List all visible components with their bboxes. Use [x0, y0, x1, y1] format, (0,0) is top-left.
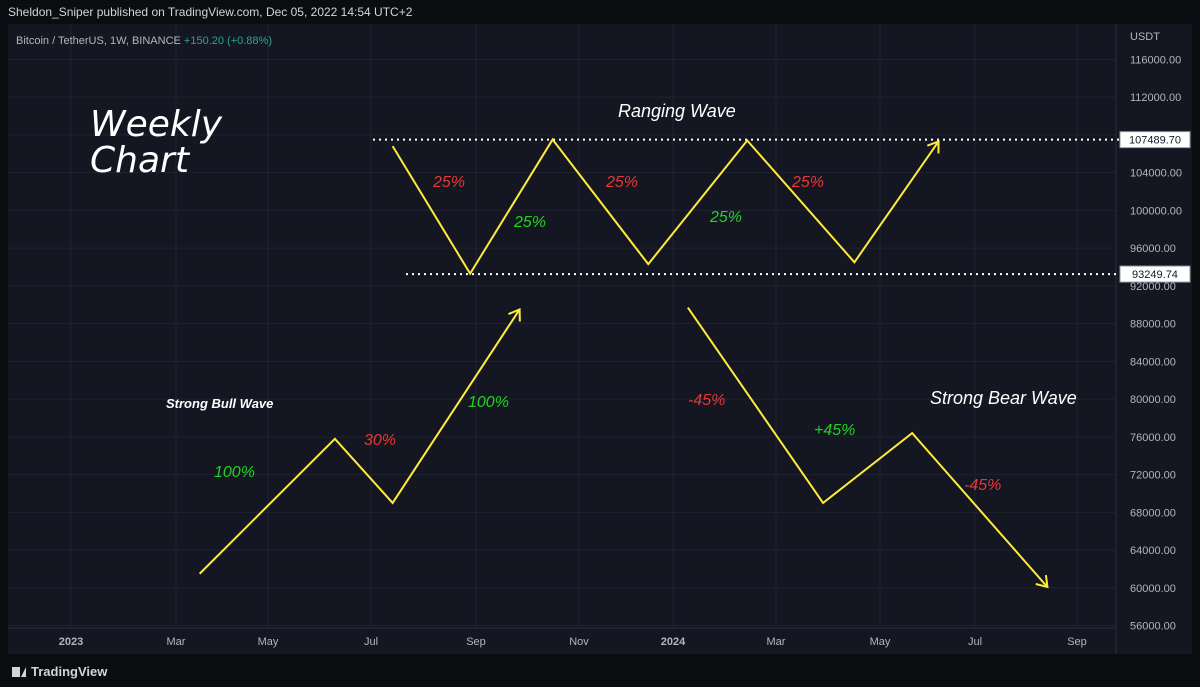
x-tick-label: Mar [167, 636, 186, 648]
price-tag-label: 107489.70 [1129, 135, 1181, 147]
price-tag-box [1119, 265, 1191, 283]
y-tick-label: 64000.00 [1130, 545, 1176, 557]
x-tick-label: Nov [569, 636, 589, 648]
price-tag-label: 93249.74 [1132, 269, 1178, 281]
percent-annotation: 25% [513, 214, 546, 231]
percent-annotation: 100% [468, 394, 509, 411]
y-tick-label: 84000.00 [1130, 356, 1176, 368]
wave-line-strong-bull-wave [198, 308, 521, 575]
y-tick-label: 72000.00 [1130, 470, 1176, 482]
publisher-bar: Sheldon_Sniper published on TradingView.… [0, 0, 1200, 24]
x-tick-label: 2023 [59, 636, 83, 648]
y-tick-label: 56000.00 [1130, 621, 1176, 633]
x-tick-label: May [870, 636, 891, 648]
x-tick-label: Jul [364, 636, 378, 648]
x-tick-label: Mar [767, 636, 786, 648]
wave-label: Strong Bear Wave [930, 388, 1077, 408]
x-tick-label: Sep [466, 636, 486, 648]
percent-annotation: 25% [791, 174, 824, 191]
chart-area[interactable] [8, 24, 1192, 654]
y-tick-label: 80000.00 [1130, 394, 1176, 406]
x-tick-label: May [258, 636, 279, 648]
wave-arrowhead [508, 307, 521, 322]
tradingview-logo-icon [12, 666, 26, 677]
wave-label: Strong Bull Wave [166, 396, 273, 411]
chart-title-line: Weekly [90, 104, 223, 145]
y-tick-label: 116000.00 [1130, 54, 1181, 66]
x-tick-label: Sep [1067, 636, 1087, 648]
y-tick-label: 76000.00 [1130, 432, 1176, 444]
percent-annotation: 25% [432, 174, 465, 191]
y-tick-label: 68000.00 [1130, 507, 1176, 519]
wave-line-strong-bear-wave [687, 307, 1049, 588]
y-tick-label: 88000.00 [1130, 319, 1176, 331]
y-tick-label: 60000.00 [1130, 583, 1176, 595]
percent-annotation: 25% [709, 209, 742, 226]
y-tick-label: 100000.00 [1130, 205, 1182, 217]
x-tick-label: 2024 [661, 636, 686, 648]
wave-label: Ranging Wave [618, 101, 736, 121]
footer-brand: TradingView [31, 664, 108, 679]
percent-annotation: 30% [364, 432, 396, 449]
percent-annotation: 25% [605, 174, 638, 191]
y-tick-label: 104000.00 [1130, 168, 1182, 180]
x-tick-label: Jul [968, 636, 982, 648]
publisher-line: Sheldon_Sniper published on TradingView.… [8, 5, 413, 19]
symbol-legend: Bitcoin / TetherUS, 1W, BINANCE +150.20 … [16, 35, 272, 47]
currency-label: USDT [1130, 31, 1160, 43]
tradingview-logo[interactable]: TradingView [12, 664, 107, 679]
percent-annotation: -45% [688, 392, 725, 409]
percent-annotation: 100% [214, 464, 255, 481]
wave-arrowhead [1035, 574, 1049, 589]
y-tick-label: 92000.00 [1130, 281, 1176, 293]
y-tick-label: 112000.00 [1130, 92, 1181, 104]
percent-annotation: +45% [814, 422, 855, 439]
symbol-name: Bitcoin / TetherUS, 1W, BINANCE [16, 35, 184, 47]
y-tick-label: 96000.00 [1130, 243, 1176, 255]
wave-arrowhead [926, 139, 940, 154]
price-tag-box [1119, 131, 1191, 149]
chart-title-line: Chart [90, 140, 191, 181]
percent-annotation: -45% [964, 477, 1001, 494]
wave-line-ranging-wave [391, 137, 940, 276]
chart-title: Weekly Chart [90, 104, 223, 181]
symbol-change: +150.20 (+0.88%) [184, 35, 272, 47]
footer-bar: TradingView [0, 654, 1200, 687]
